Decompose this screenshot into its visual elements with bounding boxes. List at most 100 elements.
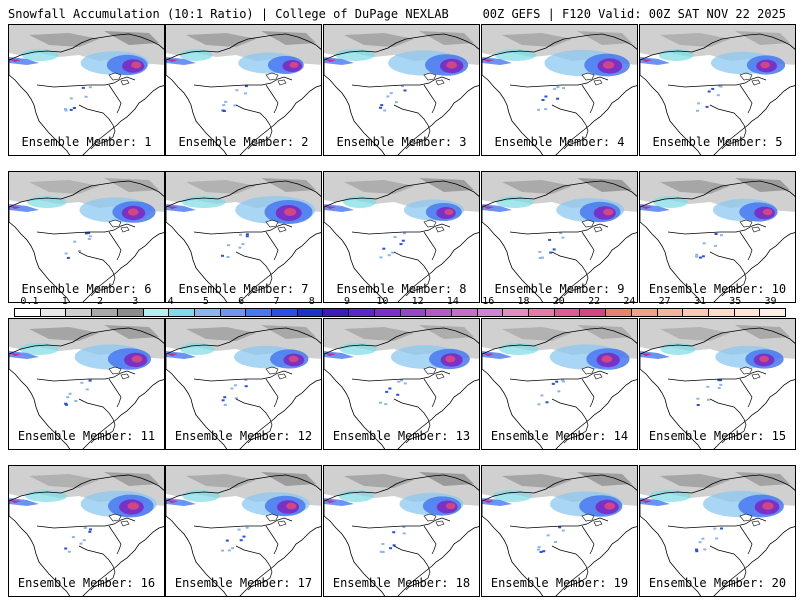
ensemble-member-map bbox=[323, 465, 480, 597]
header-bar: Snowfall Accumulation (10:1 Ratio) | Col… bbox=[0, 0, 800, 24]
ensemble-member-map bbox=[323, 24, 480, 156]
coastline bbox=[393, 231, 437, 297]
ensemble-member-label: Ensemble Member: 9 bbox=[494, 282, 625, 296]
country-border bbox=[193, 223, 293, 235]
ensemble-member-label: Ensemble Member: 1 bbox=[21, 135, 152, 149]
colorbar-tick-label: 22 bbox=[588, 296, 601, 307]
ensemble-member-map bbox=[165, 318, 322, 450]
colorbar-cell bbox=[143, 309, 170, 316]
colorbar-cell bbox=[631, 309, 658, 316]
country-border bbox=[351, 370, 451, 382]
colorbar-cell bbox=[554, 309, 581, 316]
ensemble-member-map bbox=[481, 465, 638, 597]
colorbar-cell bbox=[15, 309, 41, 316]
ensemble-member-map bbox=[165, 171, 322, 303]
ensemble-member-map bbox=[639, 465, 796, 597]
country-border bbox=[193, 76, 293, 88]
coastline bbox=[551, 378, 595, 444]
colorbar-cell bbox=[194, 309, 221, 316]
colorbar-cell bbox=[477, 309, 504, 316]
colorbar-cell bbox=[451, 309, 478, 316]
colorbar-cell bbox=[503, 309, 530, 316]
ensemble-member-label: Ensemble Member: 18 bbox=[332, 576, 471, 590]
colorbar-cell bbox=[374, 309, 401, 316]
colorbar-cell bbox=[760, 309, 786, 316]
land-outline bbox=[482, 327, 637, 449]
country-border bbox=[351, 223, 451, 235]
land-outline bbox=[482, 474, 637, 596]
colorbar-tick-label: 35 bbox=[729, 296, 742, 307]
colorbar-cell bbox=[606, 309, 632, 316]
country-border bbox=[193, 517, 293, 529]
coastline bbox=[551, 84, 595, 150]
ensemble-member-map bbox=[8, 24, 165, 156]
country-border bbox=[509, 370, 609, 382]
snowfall-colorbar bbox=[14, 308, 786, 317]
land-outline bbox=[166, 474, 321, 596]
colorbar-tick-label: 20 bbox=[552, 296, 565, 307]
coastline bbox=[551, 525, 595, 591]
colorbar-cell bbox=[657, 309, 684, 316]
colorbar-cell bbox=[426, 309, 452, 316]
colorbar-tick-label: 1 bbox=[61, 296, 68, 307]
land-outline bbox=[482, 180, 637, 302]
land-outline bbox=[9, 327, 164, 449]
country-border bbox=[667, 517, 767, 529]
ensemble-member-map bbox=[639, 318, 796, 450]
ensemble-member-label: Ensemble Member: 10 bbox=[648, 282, 787, 296]
colorbar-tick-label: 27 bbox=[658, 296, 671, 307]
land-outline bbox=[640, 327, 795, 449]
land-outline bbox=[166, 180, 321, 302]
ensemble-member-label: Ensemble Member: 13 bbox=[332, 429, 471, 443]
colorbar-tick-label: 7 bbox=[273, 296, 280, 307]
coastline bbox=[709, 525, 753, 591]
land-outline bbox=[166, 33, 321, 155]
coastline bbox=[235, 231, 279, 297]
country-border bbox=[36, 76, 136, 88]
colorbar-cell bbox=[529, 309, 555, 316]
colorbar-tick-label: 2 bbox=[97, 296, 104, 307]
country-border bbox=[351, 76, 451, 88]
ensemble-member-map bbox=[165, 24, 322, 156]
colorbar-cell bbox=[40, 309, 67, 316]
colorbar-cell bbox=[400, 309, 427, 316]
coastline bbox=[235, 525, 279, 591]
country-border bbox=[351, 517, 451, 529]
land-outline bbox=[640, 474, 795, 596]
ensemble-member-map bbox=[8, 465, 165, 597]
colorbar-cell bbox=[349, 309, 375, 316]
ensemble-member-label: Ensemble Member: 17 bbox=[174, 576, 313, 590]
ensemble-member-map bbox=[639, 24, 796, 156]
colorbar-tick-label: 18 bbox=[517, 296, 530, 307]
coastline bbox=[78, 378, 122, 444]
country-border bbox=[36, 223, 136, 235]
country-border bbox=[667, 76, 767, 88]
colorbar-tick-label: 8 bbox=[308, 296, 315, 307]
colorbar-cell bbox=[169, 309, 195, 316]
ensemble-member-label: Ensemble Member: 16 bbox=[17, 576, 156, 590]
coastline bbox=[551, 231, 595, 297]
colorbar-ticks: 0.1 1 2 3 4 5 6 7 8 9 10 12 14 16 18 20 22 24 27 31 35 39 bbox=[14, 296, 786, 308]
colorbar-tick-label: 6 bbox=[238, 296, 245, 307]
colorbar-tick-label: 31 bbox=[693, 296, 706, 307]
ensemble-member-label: Ensemble Member: 3 bbox=[336, 135, 467, 149]
ensemble-member-label: Ensemble Member: 4 bbox=[494, 135, 625, 149]
colorbar-tick-label: 9 bbox=[344, 296, 351, 307]
ensemble-member-label: Ensemble Member: 12 bbox=[174, 429, 313, 443]
colorbar-cell bbox=[580, 309, 607, 316]
ensemble-member-label: Ensemble Member: 5 bbox=[652, 135, 783, 149]
colorbar-tick-label: 3 bbox=[132, 296, 139, 307]
ensemble-member-label: Ensemble Member: 19 bbox=[490, 576, 629, 590]
colorbar-cell bbox=[117, 309, 144, 316]
colorbar-tick-label: 16 bbox=[482, 296, 495, 307]
coastline bbox=[709, 378, 753, 444]
ensemble-member-map bbox=[165, 465, 322, 597]
ensemble-member-map bbox=[481, 24, 638, 156]
ensemble-member-label: Ensemble Member: 7 bbox=[178, 282, 309, 296]
colorbar-cell bbox=[92, 309, 118, 316]
colorbar-cell bbox=[220, 309, 247, 316]
country-border bbox=[509, 76, 609, 88]
land-outline bbox=[324, 474, 479, 596]
colorbar-cell bbox=[323, 309, 350, 316]
country-border bbox=[36, 517, 136, 529]
